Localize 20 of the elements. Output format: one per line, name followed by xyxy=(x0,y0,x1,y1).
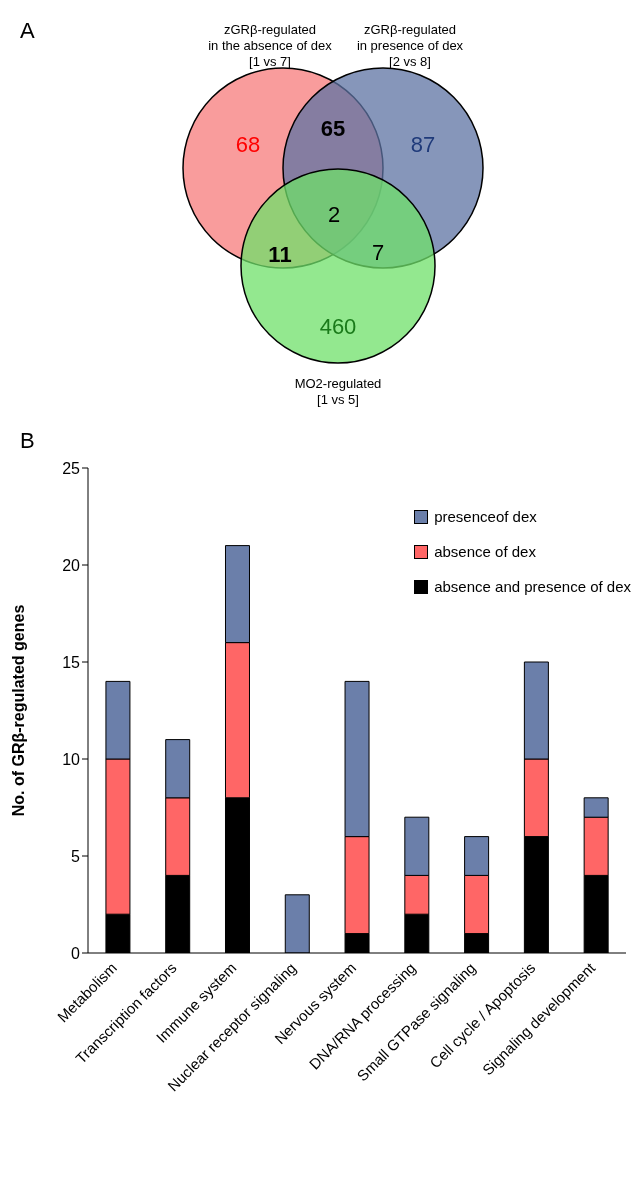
y-axis-title: No. of GRβ-regulated genes xyxy=(9,604,27,817)
y-tick-label: 0 xyxy=(71,944,81,962)
text: 65 xyxy=(320,115,346,141)
text: MO2-regulated [1 vs 5] xyxy=(294,376,382,407)
text: A xyxy=(20,18,35,43)
legend-label: presenceof dex xyxy=(434,508,537,525)
y-tick-label: 5 xyxy=(71,847,81,865)
chart-title: B xyxy=(20,428,35,454)
legend-label: absence of dex xyxy=(434,543,536,560)
text: 460 xyxy=(319,313,357,339)
y-tick-label: 10 xyxy=(62,750,81,768)
text: 11 xyxy=(268,241,292,267)
y-tick-label: 15 xyxy=(62,653,81,671)
text: 87 xyxy=(410,131,436,157)
text: 68 xyxy=(235,131,261,157)
y-tick-label: 25 xyxy=(62,459,81,477)
text: 2 xyxy=(327,201,341,227)
text: 7 xyxy=(371,239,385,265)
y-tick-label: 20 xyxy=(62,556,81,574)
legend-label: absence and presence of dex xyxy=(434,578,631,595)
